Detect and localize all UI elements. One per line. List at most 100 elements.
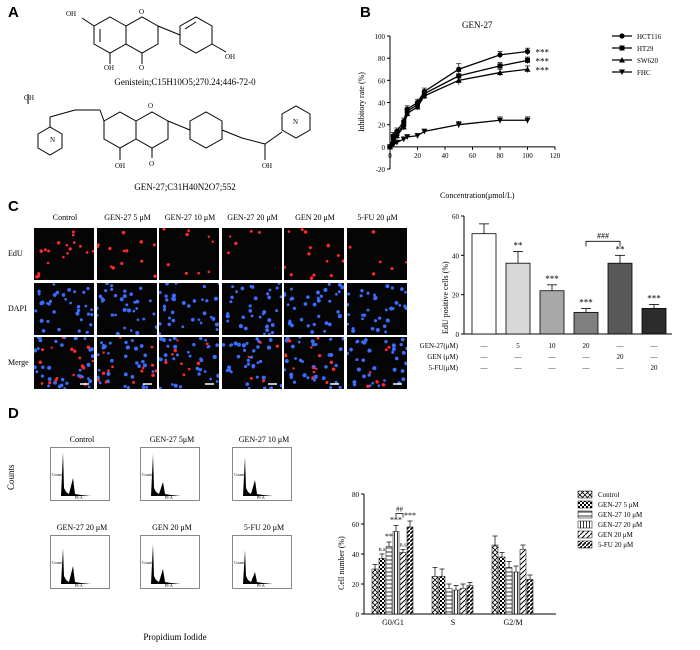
chart-d-bar — [392, 531, 400, 615]
flow-histogram: PI-A Count — [50, 535, 110, 589]
microscopy-image — [346, 282, 407, 335]
chart-d-category-label: G0/G1 — [382, 618, 404, 627]
chart-b-xtick-label: 100 — [522, 152, 533, 160]
chart-c-row-label: 5-FU(μM) — [429, 364, 459, 372]
microscopy-image — [96, 282, 157, 335]
chart-d-category-label: S — [451, 618, 455, 627]
chart-d-ylabel: Cell number (%) — [337, 536, 346, 590]
flow-axis-label: PI-A — [165, 495, 173, 500]
chart-c-row-cell: — — [650, 342, 659, 350]
chart-c-bracket — [585, 240, 621, 247]
chart-c: EdU positive cells (%) 0204060**********… — [420, 213, 672, 372]
microscopy-column-label: 5-FU 20 μM — [357, 213, 398, 222]
microscopy-image — [159, 228, 219, 280]
chart-d-ytick-label: 0 — [356, 611, 360, 619]
atom-label: N — [50, 136, 55, 144]
microscopy-column-label: GEN 20 μM — [295, 213, 335, 222]
chart-b-legend-label: HCT116 — [637, 33, 662, 41]
chart-b-point — [455, 122, 462, 128]
chart-d-legend-swatch — [577, 530, 593, 539]
chart-d-bar — [459, 588, 467, 615]
flow-histogram-peak — [145, 544, 195, 584]
chart-c-significance: *** — [579, 297, 593, 307]
chart-d-legend-swatch — [577, 540, 593, 549]
chart-c-row-cell: 5 — [516, 342, 520, 350]
chart-d-legend-label: GEN 20 μM — [598, 531, 634, 539]
chart-c-bar — [505, 262, 531, 335]
chart-b-point — [619, 69, 625, 75]
chart-b-xtick-label: 40 — [442, 152, 450, 160]
chart-c-row-cell: 20 — [651, 364, 659, 372]
chart-d-significance: *** — [404, 511, 416, 520]
atom-label: OH — [66, 10, 76, 18]
chart-b-point — [455, 77, 462, 83]
chart-b-significance: *** — [536, 56, 550, 66]
microscopy-column-label: GEN-27 5 μM — [104, 213, 151, 222]
chart-c-row-cell: — — [480, 353, 489, 361]
flow-ylabel: Counts — [6, 464, 16, 490]
chart-c-ytick-label: 40 — [452, 252, 460, 260]
flow-axis-label: PI-A — [257, 495, 265, 500]
chart-d-legend-swatch — [577, 510, 593, 519]
flow-axis-label: Count — [234, 560, 245, 565]
flow-axis-label: Count — [52, 560, 63, 565]
chart-c-row-cell: 20 — [617, 353, 625, 361]
flow-histogram: PI-A Count — [140, 535, 200, 589]
chart-d-significance: ** — [385, 532, 393, 541]
chart-c-row-cell: — — [616, 342, 625, 350]
chart-b: GEN-27 Concentration(μmol/L) Inhibitory … — [357, 20, 662, 200]
chart-c-row-cell: — — [514, 353, 523, 361]
flow-plot-title: GEN 20 μM — [152, 523, 192, 532]
panel-label-b: B — [360, 4, 371, 21]
atom-label: OH — [262, 162, 272, 170]
chart-b-point — [456, 66, 462, 72]
chart-d-category-label: G2/M — [503, 618, 522, 627]
chart-c-row-cell: — — [480, 342, 489, 350]
atom-label: OH — [104, 64, 114, 72]
chart-c-row-cell: — — [548, 364, 557, 372]
chart-b-point — [400, 136, 407, 143]
chart-b-point — [414, 133, 421, 139]
chart-d-ytick-label: 80 — [352, 491, 360, 499]
chart-b-significance: *** — [536, 65, 550, 75]
chart-b-point — [393, 139, 400, 146]
chart-d-bar — [505, 567, 513, 615]
chart-d-bar — [445, 588, 453, 615]
chart-c-row-cell: — — [514, 364, 523, 372]
chart-c-row-cell: 20 — [583, 342, 591, 350]
chart-d-legend-label: 5-FU 20 μM — [598, 541, 634, 549]
chart-b-ytick-label: 80 — [378, 55, 386, 63]
chart-c-bar — [471, 233, 497, 335]
flow-plot-title: GEN-27 10 μM — [238, 435, 290, 444]
chart-d-bracket — [395, 513, 404, 518]
chart-b-point — [404, 110, 411, 117]
chart-b-point — [619, 33, 625, 39]
microscopy-row-label: Merge — [8, 358, 29, 367]
chart-c-bar — [641, 308, 667, 335]
flow-histogram: PI-A Count — [232, 535, 292, 589]
chart-c-ytick-label: 20 — [452, 292, 460, 300]
microscopy-image — [221, 228, 282, 280]
chart-b-xtick-label: 80 — [497, 152, 505, 160]
chart-c-bar — [539, 290, 565, 335]
flow-histogram: PI-A Count — [50, 447, 110, 501]
chart-c-bar — [607, 262, 633, 335]
chart-c-row-cell: — — [480, 364, 489, 372]
microscopy-column-label: GEN-27 10 μM — [164, 213, 216, 222]
chart-c-row-cell: 10 — [549, 342, 557, 350]
flow-axis-label: PI-A — [257, 583, 265, 588]
chart-b-point — [421, 128, 428, 135]
chart-d-bar — [519, 549, 527, 615]
chart-b-point — [390, 142, 397, 148]
flow-axis-label: Count — [52, 472, 63, 477]
chart-c-row-cell: — — [616, 364, 625, 372]
chart-c-significance: ** — [616, 244, 626, 254]
flow-plot-title: 5-FU 20 μM — [243, 523, 285, 532]
chart-d-bar — [431, 576, 439, 615]
chart-d-bar — [491, 544, 499, 615]
flow-axis-label: Count — [142, 560, 153, 565]
chart-c-significance: *** — [647, 294, 661, 304]
chart-c-row-cell: — — [650, 353, 659, 361]
chart-c-row-cell: — — [548, 353, 557, 361]
microscopy-image — [221, 282, 282, 335]
